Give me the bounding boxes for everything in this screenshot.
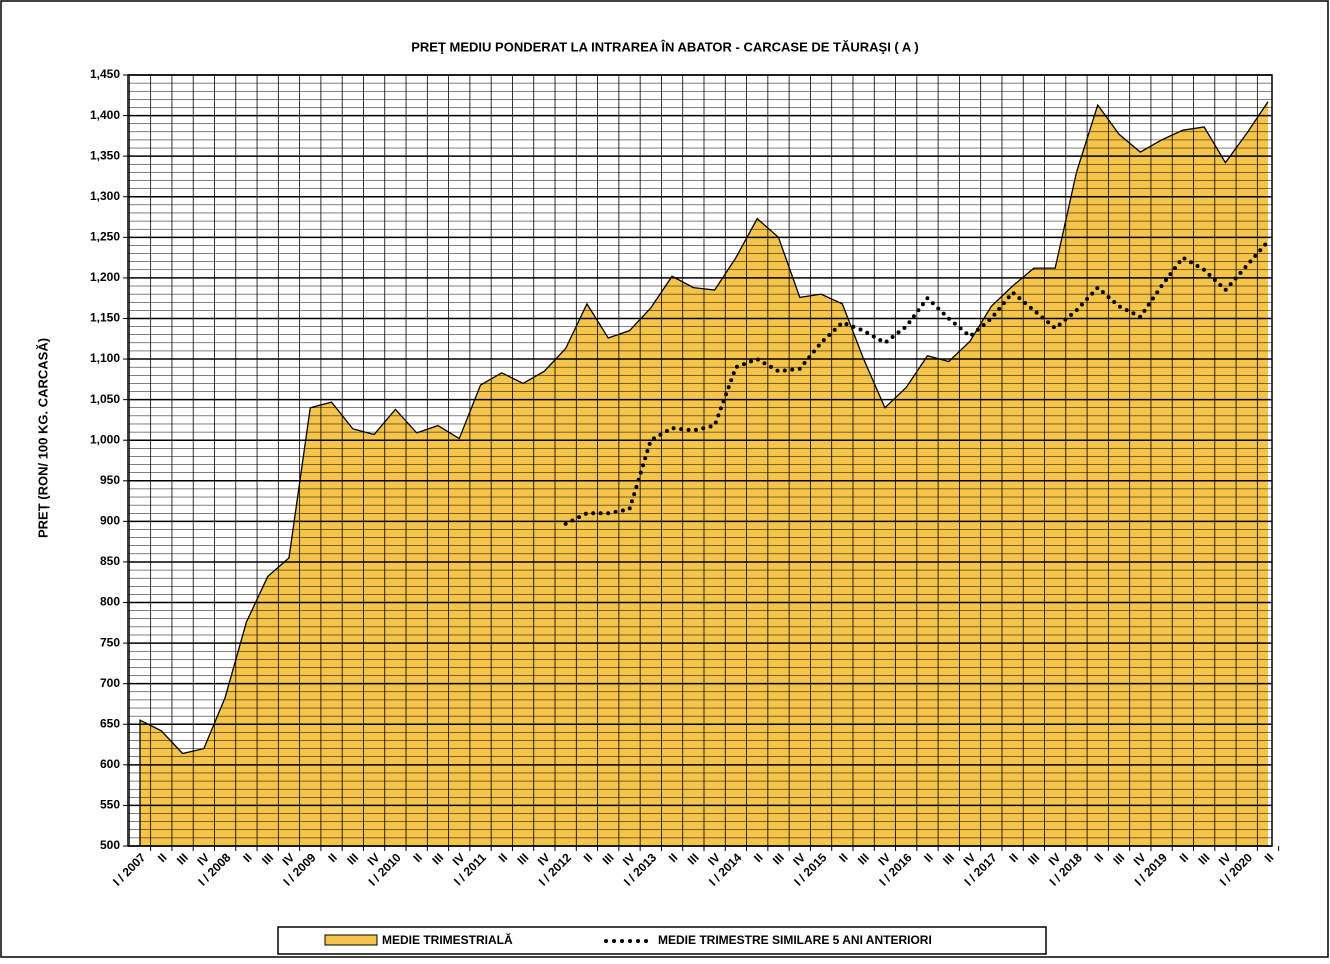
y-tick-label: 500: [100, 838, 120, 852]
y-tick-label: 1,000: [90, 432, 120, 446]
area-line: [139, 101, 1269, 846]
y-tick-label: 1,300: [90, 189, 120, 203]
y-tick-label: 1,150: [90, 311, 120, 325]
legend-box: [277, 926, 1047, 955]
y-tick-label: 1,350: [90, 148, 120, 162]
plot-border: [127, 74, 1273, 847]
y-tick-label: 1,050: [90, 392, 120, 406]
y-tick-label: 750: [100, 635, 120, 649]
dotted-line: [563, 239, 1270, 526]
y-tick-label: 950: [100, 473, 120, 487]
y-tick-label: 600: [100, 757, 120, 771]
legend-swatch: [324, 934, 378, 946]
y-tick-label: 900: [100, 514, 120, 528]
y-tick-label: 800: [100, 595, 120, 609]
y-tick-label: 550: [100, 798, 120, 812]
legend-label: MEDIE TRIMESTRIALĂ: [382, 932, 513, 947]
y-tick-label: 1,200: [90, 270, 120, 284]
legend-label: MEDIE TRIMESTRE SIMILARE 5 ANI ANTERIORI: [658, 933, 932, 947]
y-axis-title: PREȚ (RON/ 100 KG. CARCASĂ): [35, 338, 50, 538]
y-tick-label: 1,450: [90, 67, 120, 81]
y-tick-label: 850: [100, 554, 120, 568]
y-tick-label: 650: [100, 716, 120, 730]
y-tick-label: 700: [100, 676, 120, 690]
y-tick-label: 1,100: [90, 351, 120, 365]
y-tick-label: 1,400: [90, 108, 120, 122]
chart-title: PREŢ MEDIU PONDERAT LA INTRAREA ÎN ABATO…: [411, 39, 918, 54]
y-tick-label: 1,250: [90, 229, 120, 243]
